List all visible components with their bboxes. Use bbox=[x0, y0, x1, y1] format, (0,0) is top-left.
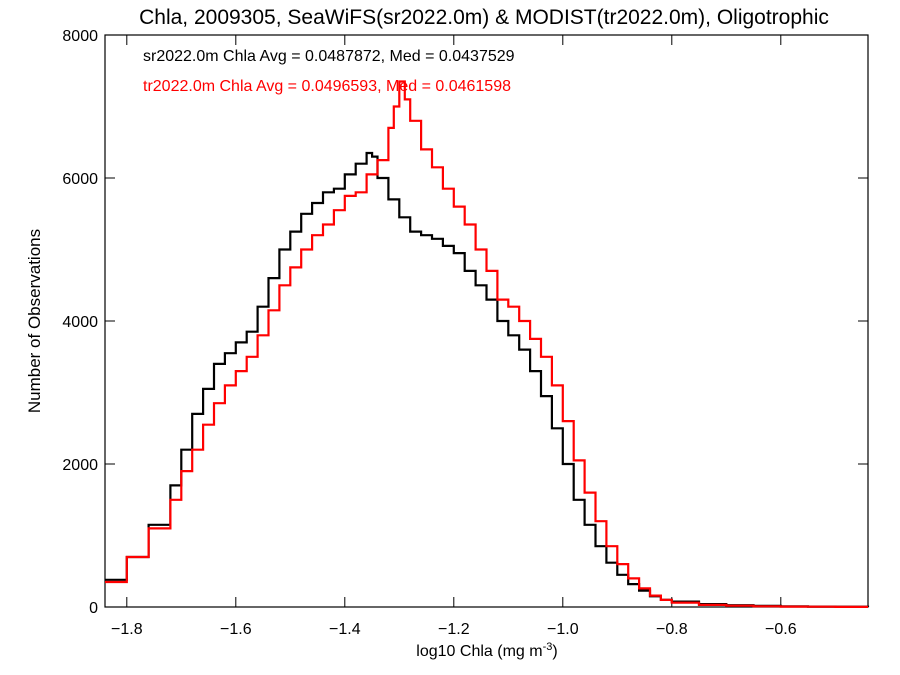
y-tick-label: 8000 bbox=[62, 28, 98, 45]
y-tick-label: 4000 bbox=[62, 314, 98, 331]
x-axis-label-main: log10 Chla (mg m bbox=[416, 643, 542, 660]
histogram-series-2 bbox=[105, 80, 868, 608]
y-axis: 0 2000 4000 6000 8000 bbox=[62, 28, 868, 617]
y-tick-label: 6000 bbox=[62, 171, 98, 188]
annotations: sr2022.0m Chla Avg = 0.0487872, Med = 0.… bbox=[143, 48, 515, 95]
chart-title: Chla, 2009305, SeaWiFS(sr2022.0m) & MODI… bbox=[139, 6, 829, 29]
histogram-series-1 bbox=[105, 151, 870, 608]
x-tick-label: −1.4 bbox=[329, 621, 361, 638]
x-tick-label: −0.6 bbox=[765, 621, 797, 638]
x-axis-label-close: ) bbox=[552, 643, 557, 660]
x-tick-label: −0.8 bbox=[656, 621, 688, 638]
x-axis-label: log10 Chla (mg m-3) bbox=[416, 641, 557, 660]
x-tick-label: −1.2 bbox=[438, 621, 470, 638]
plot-area bbox=[104, 34, 869, 608]
y-tick-label: 2000 bbox=[62, 457, 98, 474]
plot-frame bbox=[104, 34, 869, 608]
x-tick-label: −1.6 bbox=[220, 621, 252, 638]
y-axis-label: Number of Observations bbox=[25, 229, 44, 413]
stats-annotation: tr2022.0m Chla Avg = 0.0496593, Med = 0.… bbox=[143, 78, 511, 95]
y-tick-label: 0 bbox=[89, 600, 98, 617]
stats-annotation: sr2022.0m Chla Avg = 0.0487872, Med = 0.… bbox=[143, 48, 515, 65]
series-layer bbox=[105, 80, 870, 608]
x-tick-label: −1.0 bbox=[547, 621, 579, 638]
x-axis: −1.8 −1.6 −1.4 −1.2 −1.0 −0.8 −0.6 bbox=[111, 35, 797, 638]
x-axis-label-superscript: -3 bbox=[543, 641, 553, 653]
x-tick-label: −1.8 bbox=[111, 621, 143, 638]
